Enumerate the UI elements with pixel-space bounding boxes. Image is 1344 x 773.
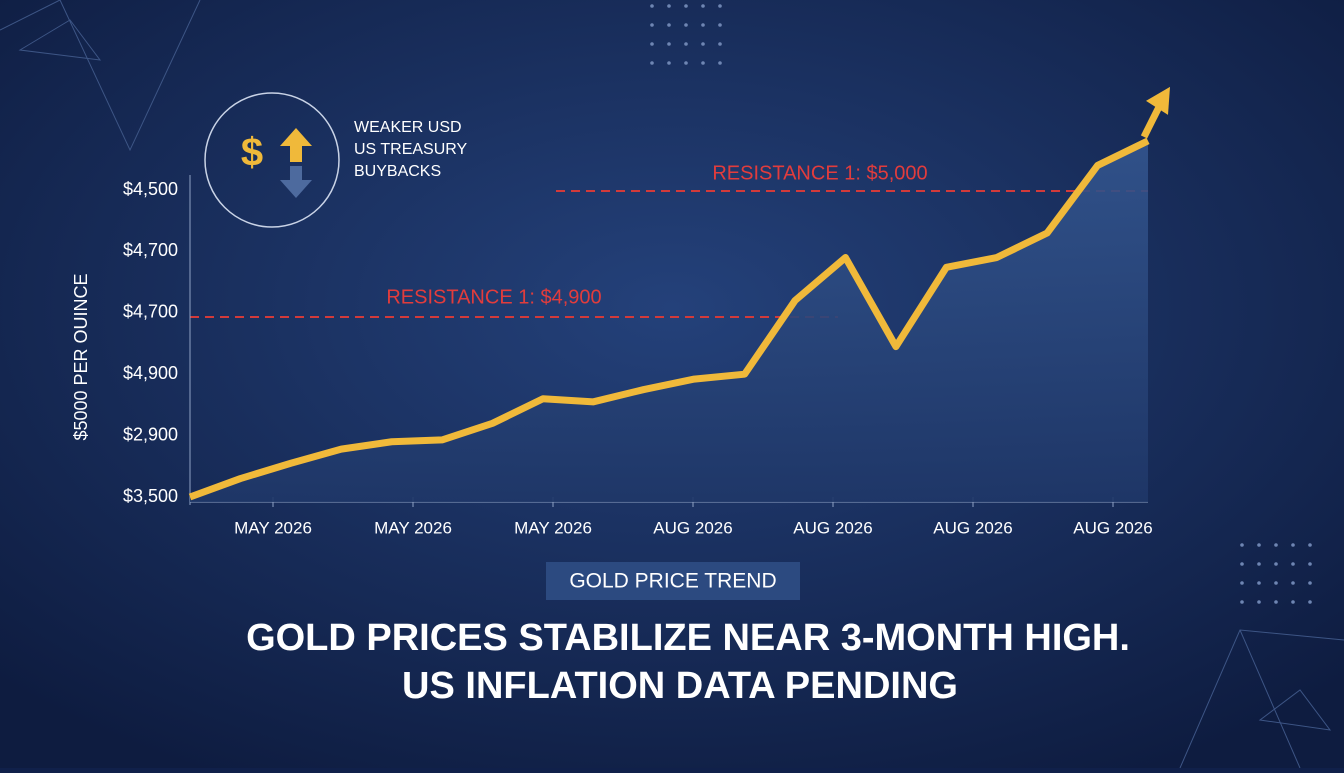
dot-decoration — [684, 4, 688, 8]
dot-decoration — [1291, 562, 1295, 566]
dot-decoration — [718, 4, 722, 8]
dot-decoration — [1308, 581, 1312, 585]
dot-decoration — [650, 4, 654, 8]
dot-decoration — [650, 42, 654, 46]
dot-decoration — [684, 61, 688, 65]
dot-decoration — [684, 42, 688, 46]
area — [190, 140, 1148, 502]
dot-decoration — [1257, 600, 1261, 604]
x-tick-label: AUG 2026 — [1073, 518, 1152, 537]
dot-decoration — [1291, 543, 1295, 547]
dot-decoration — [1308, 600, 1312, 604]
y-tick-label: $4,700 — [123, 302, 178, 322]
dot-decoration — [718, 42, 722, 46]
dot-decoration — [1274, 600, 1278, 604]
dot-decoration — [1291, 600, 1295, 604]
dot-decoration — [718, 61, 722, 65]
legend-text: WEAKER USD — [354, 119, 462, 136]
headline: US INFLATION DATA PENDING — [402, 665, 958, 707]
annotation: RESISTANCE 1: $4,900 — [386, 286, 601, 308]
x-tick-label: MAY 2026 — [514, 518, 592, 537]
dot-decoration — [1274, 581, 1278, 585]
dot-decoration — [718, 23, 722, 27]
dot-decoration — [1240, 600, 1244, 604]
legend-text: US TREASURY — [354, 141, 468, 158]
caption: GOLD PRICE TREND — [569, 570, 776, 593]
dot-decoration — [684, 23, 688, 27]
dot-decoration — [667, 61, 671, 65]
dot-decoration — [650, 61, 654, 65]
dot-decoration — [650, 23, 654, 27]
dot-decoration — [667, 42, 671, 46]
dot-decoration — [1257, 562, 1261, 566]
headline: GOLD PRICES STABILIZE NEAR 3-MONTH HIGH. — [246, 617, 1130, 659]
dot-decoration — [1240, 562, 1244, 566]
legend-text: BUYBACKS — [354, 163, 441, 180]
dot-decoration — [1308, 562, 1312, 566]
dot-decoration — [1257, 543, 1261, 547]
up-arrow — [280, 128, 312, 162]
y-tick-label: $4,500 — [123, 179, 178, 199]
x-tick-label: MAY 2026 — [374, 518, 452, 537]
dot-decoration — [701, 42, 705, 46]
y-tick-label: $4,900 — [123, 363, 178, 383]
x-tick-label: AUG 2026 — [933, 518, 1012, 537]
dot-decoration — [1291, 581, 1295, 585]
y-tick-label: $4,700 — [123, 240, 178, 260]
dot-decoration — [1240, 543, 1244, 547]
dot-decoration — [1274, 562, 1278, 566]
dot-decoration — [1257, 581, 1261, 585]
caption-box — [546, 562, 800, 600]
dot-decoration — [667, 4, 671, 8]
x-tick-label: AUG 2026 — [653, 518, 732, 537]
y-tick-label: $3,500 — [123, 486, 178, 506]
dot-decoration — [667, 23, 671, 27]
x-tick-label: MAY 2026 — [234, 518, 312, 537]
dot-decoration — [701, 4, 705, 8]
line — [188, 137, 1150, 501]
down-arrow — [280, 166, 312, 198]
dollar-icon: $ — [241, 131, 263, 175]
dot-decoration — [1274, 543, 1278, 547]
legend-circle — [204, 92, 340, 228]
x-tick-label: AUG 2026 — [793, 518, 872, 537]
dot-decoration — [701, 23, 705, 27]
dot-decoration — [1240, 581, 1244, 585]
annotation: RESISTANCE 1: $5,000 — [712, 162, 927, 184]
y-axis-title: $5000 PER OUINCE — [71, 273, 91, 440]
dot-decoration — [701, 61, 705, 65]
y-tick-label: $2,900 — [123, 424, 178, 444]
dot-decoration — [1308, 543, 1312, 547]
arrow-head — [1146, 86, 1170, 115]
